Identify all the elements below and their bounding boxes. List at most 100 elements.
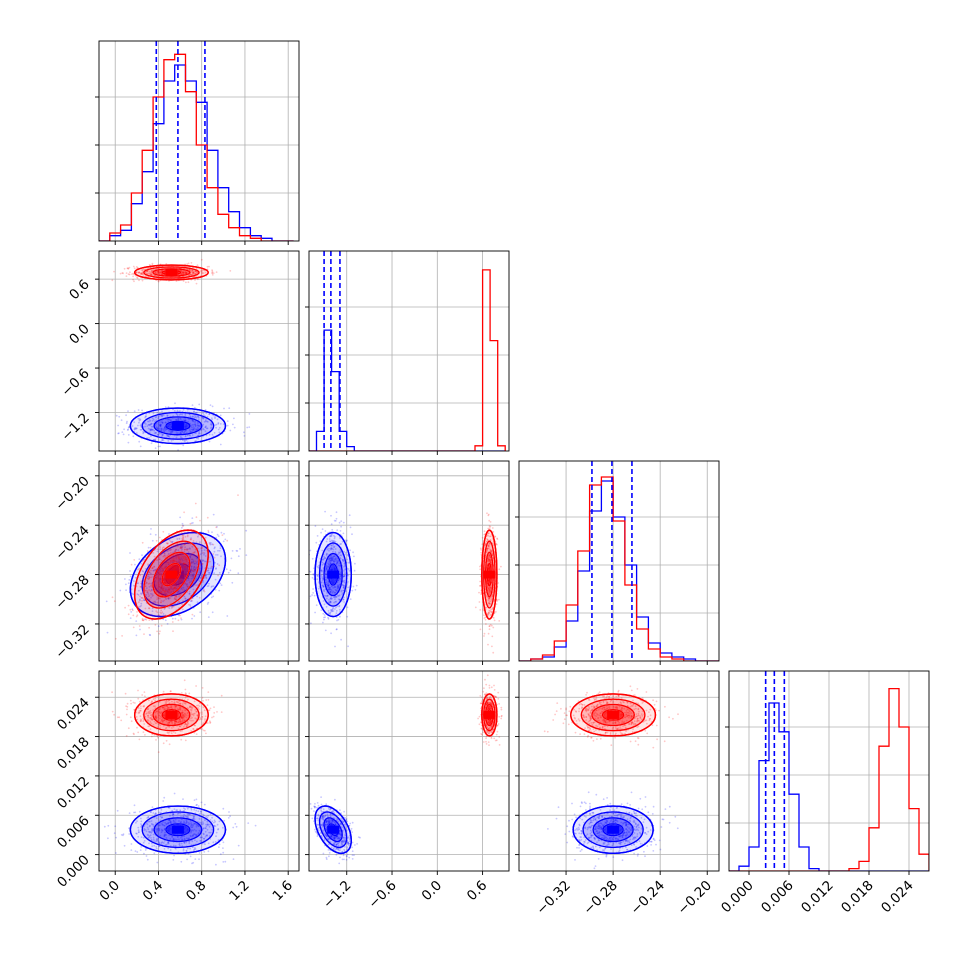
scatter-point <box>194 424 197 427</box>
scatter-point <box>145 594 148 596</box>
scatter-point <box>191 424 194 426</box>
scatter-point <box>160 273 163 276</box>
scatter-point <box>203 814 205 817</box>
scatter-point <box>179 431 182 433</box>
scatter-point <box>167 548 170 550</box>
scatter-point <box>157 571 160 574</box>
scatter-point <box>190 824 193 826</box>
scatter-point <box>329 562 332 564</box>
scatter-point <box>132 580 135 582</box>
scatter-point <box>217 428 220 431</box>
scatter-point <box>333 560 335 563</box>
scatter-point <box>210 424 213 427</box>
scatter-point <box>193 272 195 275</box>
scatter-point <box>208 582 210 585</box>
scatter-point <box>184 597 187 600</box>
scatter-point <box>156 550 159 553</box>
scatter-point <box>483 533 486 536</box>
scatter-point <box>150 271 153 273</box>
scatter-point <box>193 411 195 413</box>
scatter-point <box>171 588 174 591</box>
scatter-point <box>164 834 166 837</box>
scatter-point <box>169 821 172 824</box>
scatter-point <box>196 411 198 414</box>
scatter-point <box>226 539 229 542</box>
scatter-point <box>488 590 490 593</box>
scatter-point <box>233 417 235 420</box>
scatter-point <box>185 819 188 822</box>
scatter-point <box>178 533 181 536</box>
scatter-point <box>191 826 194 829</box>
scatter-point <box>151 603 154 606</box>
scatter-point <box>341 558 344 561</box>
scatter-point <box>327 586 330 589</box>
scatter-point <box>192 567 195 570</box>
scatter-point <box>158 545 161 547</box>
scatter-point <box>152 569 155 572</box>
scatter-point <box>496 598 498 601</box>
scatter-point <box>172 731 175 733</box>
scatter-point <box>329 534 332 537</box>
scatter-point <box>144 582 147 585</box>
scatter-point <box>137 707 140 710</box>
scatter-point <box>161 588 164 591</box>
scatter-point <box>342 558 344 561</box>
scatter-point <box>168 429 171 432</box>
scatter-point <box>194 551 196 553</box>
scatter-point <box>158 845 161 848</box>
scatter-point <box>157 708 160 711</box>
scatter-point <box>142 432 145 435</box>
scatter-point <box>487 527 490 530</box>
scatter-point <box>347 561 350 564</box>
scatter-point <box>335 563 338 565</box>
scatter-point <box>208 413 211 415</box>
scatter-point <box>322 585 325 587</box>
scatter-point <box>216 554 219 556</box>
scatter-point <box>191 419 194 422</box>
scatter-point <box>171 836 174 838</box>
scatter-point <box>146 420 149 423</box>
scatter-point <box>198 852 201 854</box>
scatter-point <box>177 554 180 557</box>
scatter-point <box>176 413 179 416</box>
scatter-point <box>205 412 208 415</box>
scatter-point <box>158 586 161 588</box>
scatter-point <box>494 535 497 538</box>
scatter-point <box>222 826 224 829</box>
scatter-point <box>148 420 150 423</box>
scatter-point <box>332 540 335 543</box>
scatter-point <box>185 558 188 561</box>
scatter-point <box>179 730 182 733</box>
scatter-point <box>183 838 186 841</box>
scatter-point <box>191 273 194 275</box>
scatter-point <box>171 621 174 623</box>
scatter-point <box>158 572 161 575</box>
scatter-point <box>177 614 180 617</box>
scatter-point <box>323 616 325 619</box>
scatter-point <box>171 585 173 587</box>
scatter-point <box>354 562 356 565</box>
scatter-point <box>139 428 142 431</box>
scatter-point <box>183 543 186 546</box>
scatter-point <box>189 813 191 816</box>
scatter-point <box>189 555 192 558</box>
scatter-point <box>198 574 200 576</box>
scatter-point <box>181 559 184 562</box>
scatter-point <box>125 583 127 586</box>
scatter-point <box>331 547 334 550</box>
scatter-point <box>192 585 195 588</box>
scatter-point <box>173 559 176 562</box>
scatter-point <box>194 569 197 571</box>
scatter-point <box>488 545 490 547</box>
scatter-point <box>199 839 202 842</box>
scatter-point <box>145 270 148 273</box>
scatter-point <box>327 618 330 620</box>
scatter-point <box>325 540 328 543</box>
scatter-point <box>200 840 202 842</box>
scatter-point <box>170 732 173 735</box>
scatter-point <box>190 562 193 564</box>
scatter-point <box>159 424 162 426</box>
scatter-point <box>150 837 152 839</box>
scatter-point <box>192 522 194 524</box>
scatter-point <box>187 421 190 423</box>
